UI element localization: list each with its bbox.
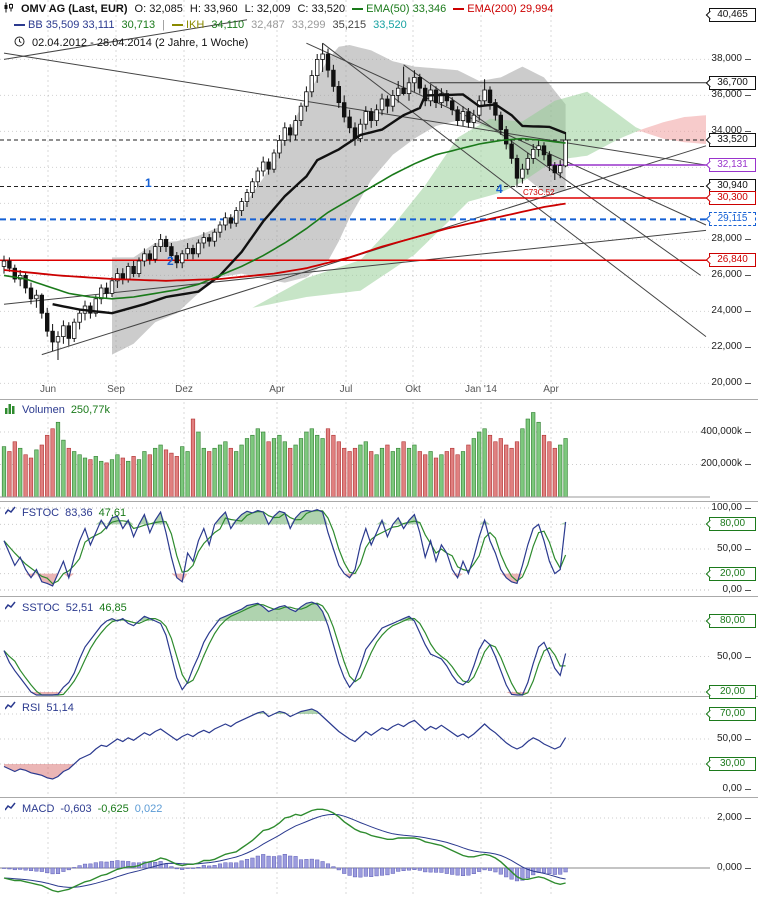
fstoc-level-tag[interactable]: 20,00 bbox=[709, 567, 756, 581]
ohlc-open: O: 32,085 bbox=[134, 3, 183, 15]
wave-count-label: 4 bbox=[496, 182, 503, 196]
fstoc-axis-label: 0,00 bbox=[722, 584, 752, 595]
macd-value-1: -0,603 bbox=[60, 802, 92, 815]
rsi-value: 51,14 bbox=[46, 701, 74, 714]
price-axis-label: 28,000 bbox=[711, 233, 751, 245]
price-axis-label: 20,000 bbox=[711, 377, 751, 389]
sstoc-icon bbox=[4, 601, 16, 614]
macd-icon bbox=[4, 802, 16, 815]
price-level-tag-29115[interactable]: 29,115 bbox=[709, 212, 756, 227]
rsi-level-tag[interactable]: 70,00 bbox=[709, 707, 756, 721]
rsi-label: RSI bbox=[22, 701, 41, 714]
ikh-line-swatch bbox=[171, 24, 183, 26]
x-axis-month-label: Jul bbox=[339, 384, 353, 395]
sstoc-panel-header: SSTOC 52,51 46,85 bbox=[4, 601, 127, 614]
ikh-legend: IKH bbox=[171, 19, 204, 31]
ikh-tenkan-value: 34,110 bbox=[211, 19, 245, 31]
legend-divider: | bbox=[162, 19, 165, 31]
x-axis-month-label: Dez bbox=[175, 384, 193, 395]
fstoc-value-1: 83,36 bbox=[65, 506, 93, 519]
volume-value: 250,77k bbox=[70, 404, 110, 416]
rsi-panel-header: RSI 51,14 bbox=[4, 701, 74, 714]
fstoc-axis-label: 50,00 bbox=[716, 543, 752, 554]
rsi-axis-label: 50,00 bbox=[716, 733, 752, 744]
bb-lower-value: 30,713 bbox=[121, 19, 156, 31]
instrument-title: OMV AG (Last, EUR) bbox=[21, 3, 128, 15]
price-level-tag-36700[interactable]: 36,700 bbox=[709, 75, 756, 90]
price-level-tag-26840[interactable]: 26,840 bbox=[709, 253, 756, 268]
ohlc-close: C: 33,520 bbox=[297, 3, 346, 15]
instrument-code-label: C73C.52 bbox=[523, 188, 555, 197]
ema50-legend: EMA(50) 33,346 bbox=[352, 3, 446, 15]
date-range: 02.04.2012 - 28.04.2014 (2 Jahre, 1 Woch… bbox=[32, 37, 249, 49]
price-axis-label: 22,000 bbox=[711, 341, 751, 353]
wave-count-label: 2 bbox=[167, 254, 174, 268]
fstoc-axis-label: 100,00 bbox=[711, 502, 751, 513]
sstoc-axis-label: 50,00 bbox=[716, 651, 752, 662]
macd-value-2: -0,625 bbox=[97, 802, 129, 815]
rsi-icon bbox=[4, 701, 16, 714]
ikh-senkou-b-value: 35,215 bbox=[332, 19, 367, 31]
volume-axis-label: 400,000k bbox=[700, 426, 752, 437]
price-level-tag-32131[interactable]: 32,131 bbox=[709, 158, 756, 173]
sstoc-level-tag[interactable]: 80,00 bbox=[709, 614, 756, 628]
price-level-tag-30300[interactable]: 30,300 bbox=[709, 191, 756, 205]
macd-panel-header: MACD -0,603 -0,625 0,022 bbox=[4, 802, 163, 815]
sstoc-value-1: 52,51 bbox=[65, 601, 94, 614]
fstoc-panel-header: FSTOC 83,36 47,61 bbox=[4, 506, 127, 519]
x-axis-month-label: Jun bbox=[39, 384, 57, 395]
ema200-line-swatch bbox=[453, 8, 465, 10]
sstoc-label: SSTOC bbox=[22, 601, 60, 614]
x-axis-month-label: Jan '14 bbox=[465, 384, 497, 395]
sstoc-value-2: 46,85 bbox=[99, 601, 127, 614]
price-axis-label: 34,000 bbox=[711, 125, 751, 137]
x-axis-month-label: Apr bbox=[269, 384, 285, 395]
ikh-senkou-a-value: 33,299 bbox=[291, 19, 326, 31]
ohlc-low: L: 32,009 bbox=[244, 3, 291, 15]
price-axis-label: 38,000 bbox=[711, 53, 751, 65]
fstoc-icon bbox=[4, 506, 16, 519]
price-axis-label: 26,000 bbox=[711, 269, 751, 281]
x-axis-month-label: Apr bbox=[543, 384, 559, 395]
wave-count-label: 1 bbox=[145, 176, 152, 190]
instrument-icon bbox=[3, 2, 14, 16]
volume-icon bbox=[5, 403, 16, 417]
ikh-kijun-value: 32,487 bbox=[251, 19, 285, 31]
rsi-axis-label: 0,00 bbox=[722, 783, 752, 794]
macd-label: MACD bbox=[22, 802, 55, 815]
clock-icon bbox=[14, 36, 25, 50]
price-axis-label: 24,000 bbox=[711, 305, 751, 317]
bb-legend: BB 35,509 33,111 bbox=[14, 19, 114, 31]
macd-axis-label: 0,000 bbox=[716, 862, 752, 873]
fstoc-value-2: 47,61 bbox=[98, 506, 127, 519]
sstoc-level-tag[interactable]: 20,00 bbox=[709, 685, 756, 699]
price-axis-label: 36,000 bbox=[711, 89, 751, 101]
price-level-tag-33520[interactable]: 33,520 bbox=[709, 133, 756, 148]
volume-axis-label: 200,000k bbox=[700, 458, 752, 469]
ema50-line-swatch bbox=[352, 8, 364, 10]
main-legend-row-2: BB 35,509 33,111 30,713 | IKH 34,110 32,… bbox=[14, 19, 407, 31]
price-level-tag-40465[interactable]: 40,465 bbox=[709, 8, 756, 23]
main-legend-row-3: 02.04.2012 - 28.04.2014 (2 Jahre, 1 Woch… bbox=[14, 36, 248, 50]
fstoc-label: FSTOC bbox=[22, 506, 60, 519]
ohlc-high: H: 33,960 bbox=[189, 3, 238, 15]
bb-line-swatch bbox=[14, 24, 25, 26]
fstoc-level-tag[interactable]: 80,00 bbox=[709, 517, 756, 531]
x-axis-month-label: Sep bbox=[107, 384, 125, 395]
macd-axis-label: 2,000 bbox=[716, 812, 752, 823]
rsi-level-tag[interactable]: 30,00 bbox=[709, 757, 756, 771]
volume-label: Volumen bbox=[22, 404, 65, 416]
macd-value-3: 0,022 bbox=[134, 802, 163, 815]
main-legend-row-1: OMV AG (Last, EUR) O: 32,085 H: 33,960 L… bbox=[3, 2, 553, 16]
ema200-legend: EMA(200) 29,994 bbox=[453, 3, 553, 15]
volume-panel-header: Volumen 250,77k bbox=[5, 403, 110, 417]
x-axis-month-label: Okt bbox=[405, 384, 421, 395]
ikh-chikou-value: 33,520 bbox=[373, 19, 407, 31]
